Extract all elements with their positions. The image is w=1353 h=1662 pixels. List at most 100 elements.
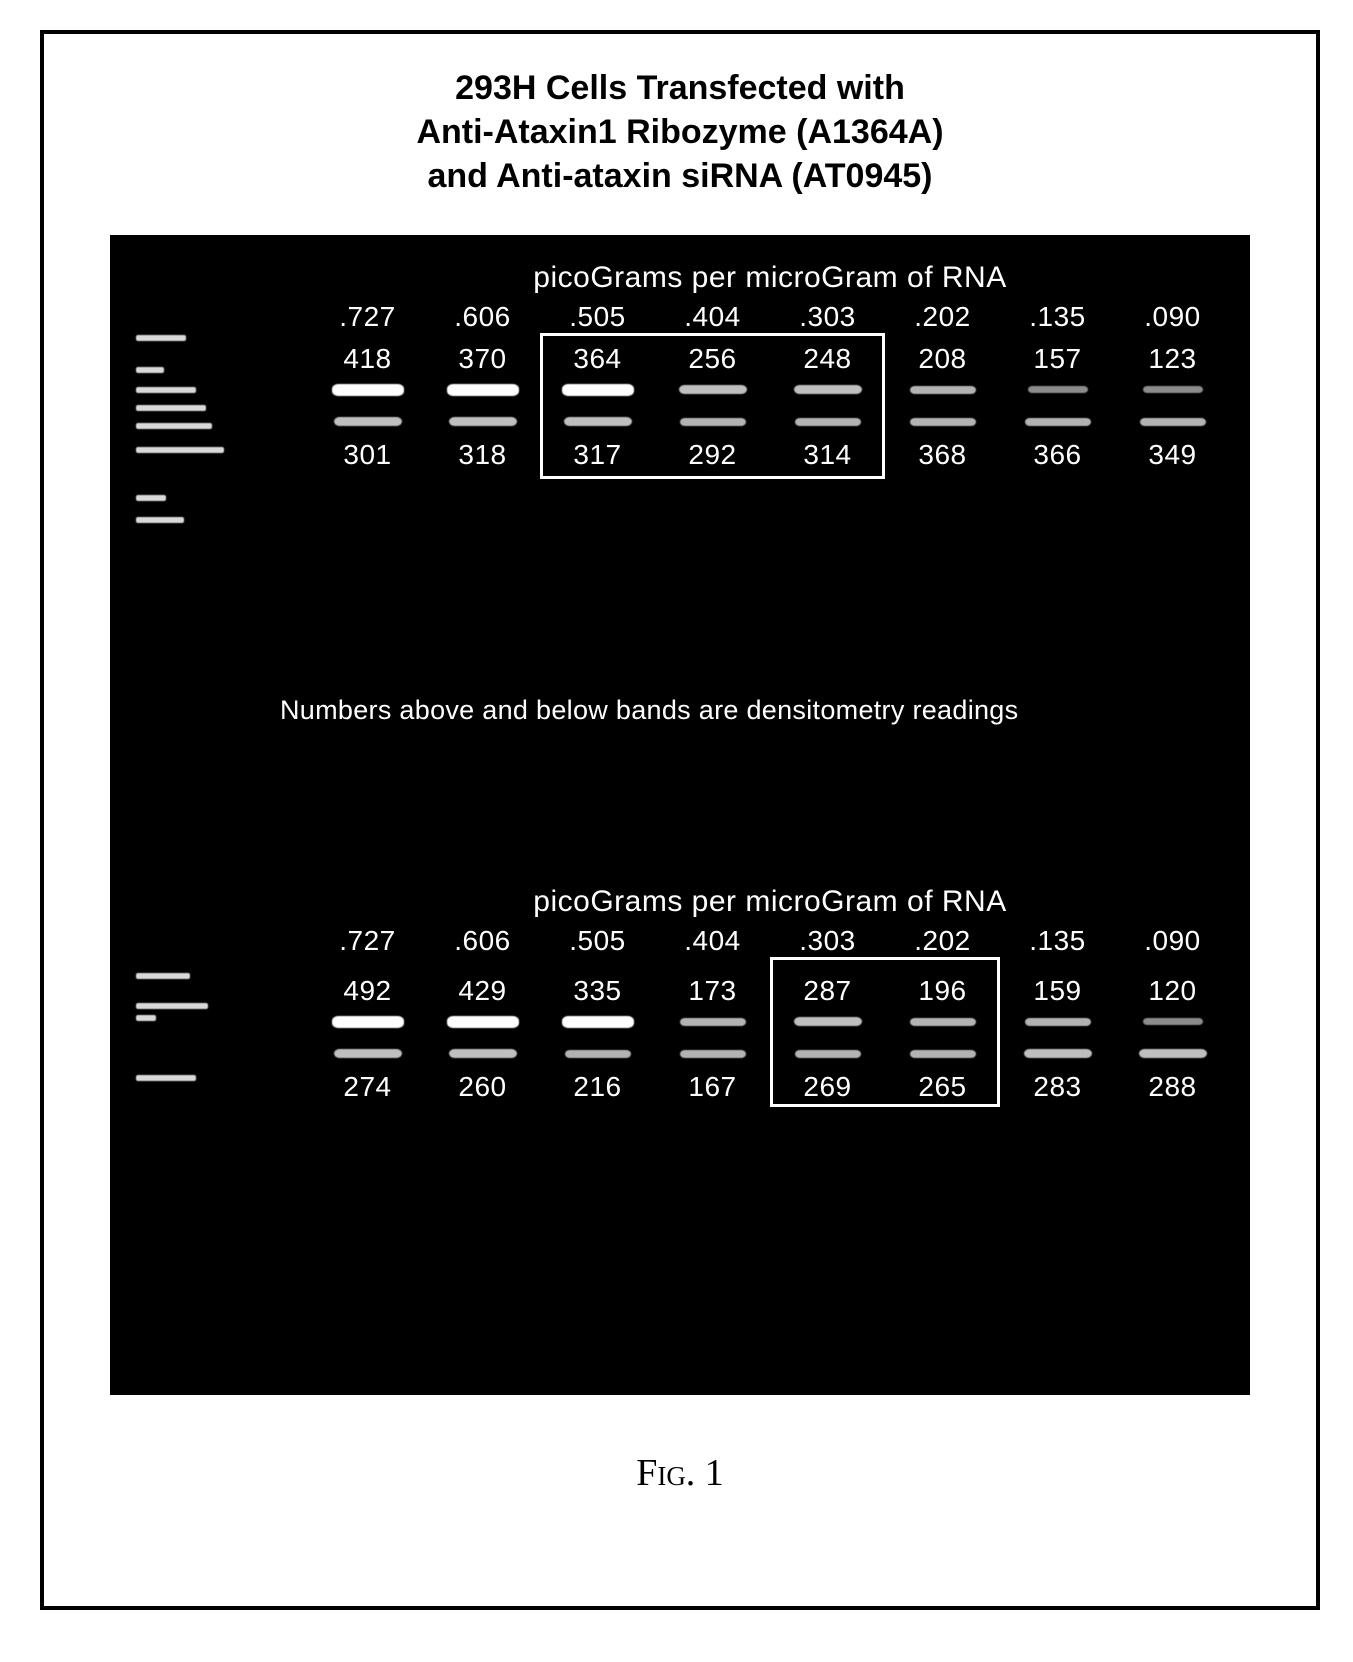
gel-band (562, 1016, 634, 1028)
concentration-value: .090 (1115, 925, 1230, 957)
ladder-band (136, 1003, 208, 1009)
gel-band (910, 418, 976, 426)
band-cell (540, 379, 655, 401)
title-line-3: and Anti-ataxin siRNA (AT0945) (44, 154, 1316, 198)
band-cell (1000, 1011, 1115, 1033)
densitometry-value: 287 (770, 975, 885, 1007)
densitometry-value: 317 (540, 439, 655, 471)
band-row-1-bottom (310, 1007, 1230, 1039)
band-cell (770, 1011, 885, 1033)
concentration-value: .505 (540, 925, 655, 957)
title-line-2: Anti-Ataxin1 Ribozyme (A1364A) (44, 110, 1316, 154)
densitometry-value: 292 (655, 439, 770, 471)
gel-band (794, 1017, 862, 1026)
band-cell (310, 411, 425, 433)
band-cell (425, 1011, 540, 1033)
band-cell (310, 1011, 425, 1033)
gel-band (565, 1050, 631, 1058)
gel-band (334, 1049, 402, 1058)
gel-band (795, 1050, 861, 1058)
concentration-value: .404 (655, 925, 770, 957)
band-cell (425, 1043, 540, 1065)
concentration-value: .202 (885, 301, 1000, 333)
gel-band (1024, 1049, 1092, 1058)
band-cell (655, 1043, 770, 1065)
ladder-band (136, 405, 206, 411)
densitometry-value: 335 (540, 975, 655, 1007)
gel-band (449, 417, 517, 426)
ladder-band (136, 423, 212, 429)
mw-ladder-bottom (128, 955, 268, 1215)
densitometry-value: 208 (885, 343, 1000, 375)
concentration-row-bottom: .727.606.505.404.303.202.135.090 (310, 925, 1230, 957)
band-cell (885, 379, 1000, 401)
ladder-band (136, 973, 190, 979)
gel-band (910, 1018, 976, 1026)
band-cell (1115, 411, 1230, 433)
gel-band (1028, 386, 1088, 393)
concentration-value: .090 (1115, 301, 1230, 333)
gel-band (910, 1050, 976, 1058)
densitometry-above-top: 418370364256248208157123 (310, 343, 1230, 375)
concentration-value: .727 (310, 925, 425, 957)
figure-number-label: Fig. 1 (44, 1451, 1316, 1495)
band-row-2-bottom (310, 1039, 1230, 1071)
band-cell (1000, 379, 1115, 401)
densitometry-value: 265 (885, 1071, 1000, 1103)
band-row-1-top (310, 375, 1230, 407)
concentration-value: .606 (425, 301, 540, 333)
gel-band (1025, 1018, 1091, 1026)
densitometry-value: 173 (655, 975, 770, 1007)
gel-band (447, 1016, 519, 1028)
gel-block-top: picoGrams per microGram of RNA .727.606.… (310, 261, 1230, 471)
gel-band (794, 385, 862, 394)
band-cell (770, 1043, 885, 1065)
figure-frame: 293H Cells Transfected with Anti-Ataxin1… (40, 30, 1320, 1610)
concentration-value: .505 (540, 301, 655, 333)
gel-band (332, 1016, 404, 1028)
densitometry-value: 418 (310, 343, 425, 375)
densitometry-value: 301 (310, 439, 425, 471)
densitometry-value: 157 (1000, 343, 1115, 375)
band-cell (655, 1011, 770, 1033)
gel-band (334, 417, 402, 426)
band-cell (885, 411, 1000, 433)
band-cell (540, 1011, 655, 1033)
densitometry-value: 167 (655, 1071, 770, 1103)
gel-block-bottom: picoGrams per microGram of RNA .727.606.… (310, 885, 1230, 1103)
densitometry-value: 120 (1115, 975, 1230, 1007)
densitometry-value: 318 (425, 439, 540, 471)
concentration-value: .404 (655, 301, 770, 333)
densitometry-value: 492 (310, 975, 425, 1007)
gel-band (910, 386, 976, 394)
ladder-band (136, 1015, 156, 1021)
band-cell (770, 379, 885, 401)
band-cell (310, 1043, 425, 1065)
ladder-band (136, 447, 224, 453)
densitometry-value: 368 (885, 439, 1000, 471)
band-cell (655, 379, 770, 401)
densitometry-value: 364 (540, 343, 655, 375)
band-cell (1000, 1043, 1115, 1065)
band-cell (655, 411, 770, 433)
block-top-header: picoGrams per microGram of RNA (310, 261, 1230, 295)
gel-band (447, 384, 519, 396)
block-bottom-header: picoGrams per microGram of RNA (310, 885, 1230, 919)
gel-band (1139, 1049, 1207, 1058)
densitometry-value: 283 (1000, 1071, 1115, 1103)
gel-band (679, 385, 747, 394)
densitometry-value: 370 (425, 343, 540, 375)
densitometry-value: 248 (770, 343, 885, 375)
gel-band (1025, 418, 1091, 426)
concentration-value: .135 (1000, 301, 1115, 333)
band-cell (885, 1011, 1000, 1033)
concentration-value: .303 (770, 925, 885, 957)
mw-ladder-top (128, 295, 268, 555)
gel-panel: picoGrams per microGram of RNA .727.606.… (110, 235, 1250, 1395)
title-line-1: 293H Cells Transfected with (44, 66, 1316, 110)
ladder-band (136, 517, 184, 523)
densitometry-below-top: 301318317292314368366349 (310, 439, 1230, 471)
band-cell (1115, 379, 1230, 401)
densitometry-value: 159 (1000, 975, 1115, 1007)
gel-band (680, 1050, 746, 1058)
